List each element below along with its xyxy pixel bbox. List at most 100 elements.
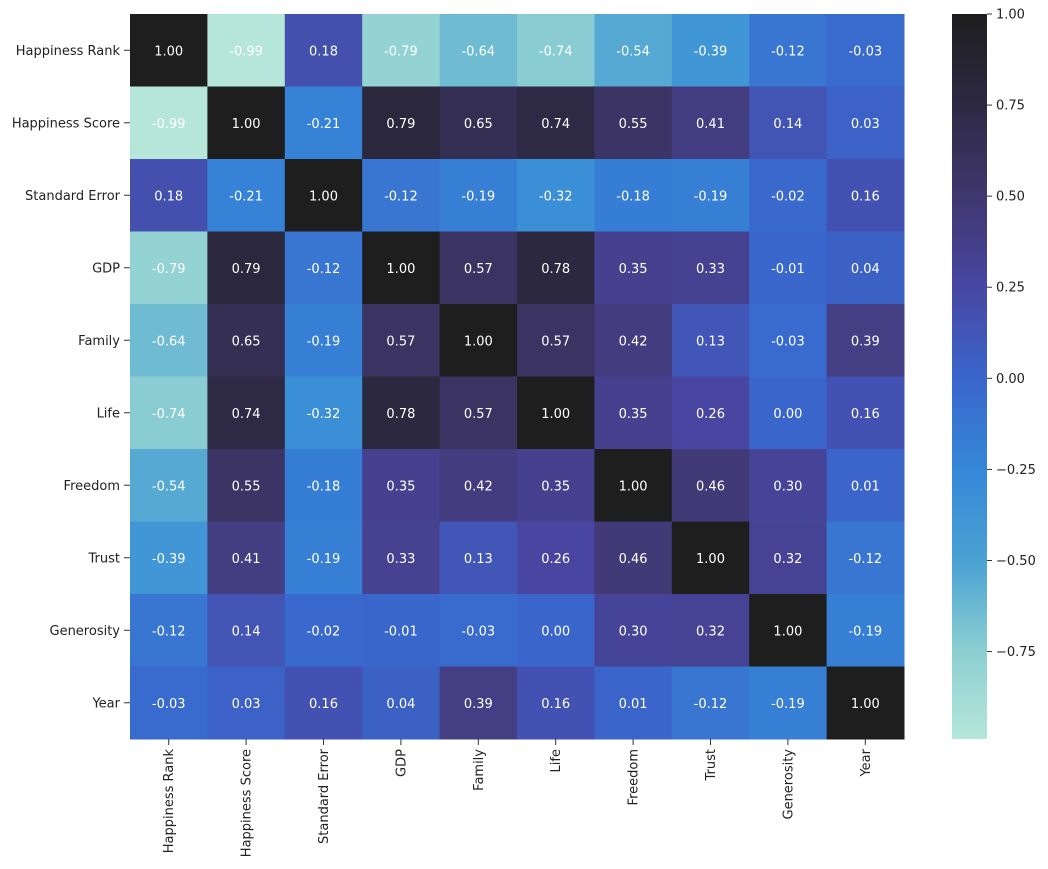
heatmap-cell <box>671 231 750 305</box>
cell-value-label: 0.57 <box>386 334 415 349</box>
heatmap-cell <box>594 304 673 377</box>
heatmap-cell <box>207 594 286 667</box>
row-tick-label: Life <box>97 406 120 421</box>
cell-value-label: 0.35 <box>386 479 415 494</box>
heatmap-cell <box>594 594 673 667</box>
heatmap-cell <box>517 521 595 595</box>
heatmap-cell <box>749 304 828 377</box>
cell-value-label: -0.74 <box>539 44 573 59</box>
heatmap-cell <box>284 14 363 87</box>
heatmap-cell <box>749 86 828 160</box>
cell-value-label: -0.54 <box>152 479 186 494</box>
cell-value-label: -0.39 <box>694 44 728 59</box>
heatmap-cell <box>594 666 673 740</box>
cell-value-label: -0.19 <box>848 624 882 639</box>
heatmap-cell <box>362 304 441 377</box>
heatmap-cell <box>594 449 673 522</box>
column-tick-label: GDP <box>394 749 409 777</box>
cell-value-label: 0.13 <box>464 552 493 567</box>
cell-value-label: 0.04 <box>851 262 880 277</box>
cell-value-label: 0.16 <box>309 697 338 712</box>
heatmap-cell <box>284 594 363 667</box>
cell-value-label: -0.02 <box>771 189 805 204</box>
heatmap-cells: 1.00 -0.99 0.18 -0.79 -0.64 -0.74 -0.54 -0.39 -0… <box>130 14 905 740</box>
cell-value-label: 1.00 <box>154 44 183 59</box>
cell-value-label: 1.00 <box>541 407 570 422</box>
colorbar-tick-label: −0.25 <box>996 463 1036 478</box>
cell-value-label: 0.03 <box>851 117 880 132</box>
colorbar-gradient <box>952 14 987 739</box>
heatmap-cell <box>826 86 905 160</box>
cell-value-label: 0.57 <box>464 262 493 277</box>
cell-value-label: 1.00 <box>619 479 648 494</box>
cell-value-label: 1.00 <box>696 552 725 567</box>
heatmap-cell <box>517 14 595 87</box>
cell-value-label: 0.55 <box>619 117 648 132</box>
heatmap-cell <box>362 594 441 667</box>
cell-value-label: -0.21 <box>307 117 341 132</box>
heatmap-cell <box>439 231 518 305</box>
cell-value-label: -0.19 <box>771 697 805 712</box>
heatmap-cell <box>749 159 828 232</box>
cell-value-label: 0.65 <box>232 334 261 349</box>
heatmap-cell <box>749 449 828 522</box>
heatmap-cell <box>517 594 595 667</box>
cell-value-label: 0.00 <box>773 407 802 422</box>
heatmap-cell <box>671 449 750 522</box>
heatmap-cell <box>439 449 518 522</box>
column-tick-label: Generosity <box>781 749 796 820</box>
heatmap-cell <box>130 376 208 450</box>
heatmap-cell <box>749 521 828 595</box>
cell-value-label: 0.16 <box>541 697 570 712</box>
cell-value-label: -0.64 <box>461 44 495 59</box>
heatmap-cell <box>207 449 286 522</box>
cell-value-label: 0.26 <box>696 407 725 422</box>
heatmap-cell <box>284 86 363 160</box>
heatmap-cell <box>439 521 518 595</box>
column-tick-label: Life <box>549 749 564 772</box>
colorbar-tick-label: 0.00 <box>996 372 1025 387</box>
heatmap-cell <box>130 594 208 667</box>
heatmap-cell <box>207 666 286 740</box>
heatmap-cell <box>671 86 750 160</box>
cell-value-label: -0.79 <box>152 262 186 277</box>
cell-value-label: 0.32 <box>696 624 725 639</box>
column-tick-label: Trust <box>704 749 719 781</box>
heatmap-cell <box>362 86 441 160</box>
cell-value-label: 0.33 <box>696 262 725 277</box>
heatmap-cell <box>517 231 595 305</box>
row-tick-label: Generosity <box>50 624 121 639</box>
heatmap-cell <box>749 666 828 740</box>
heatmap-cell <box>207 376 286 450</box>
cell-value-label: -0.32 <box>539 189 573 204</box>
heatmap-cell <box>517 666 595 740</box>
cell-value-label: -0.03 <box>771 334 805 349</box>
cell-value-label: 0.78 <box>386 407 415 422</box>
heatmap-cell <box>284 521 363 595</box>
cell-value-label: 0.57 <box>464 407 493 422</box>
heatmap-cell <box>284 376 363 450</box>
heatmap-cell <box>207 86 286 160</box>
column-tick-label: Happiness Rank <box>162 749 177 854</box>
cell-value-label: 0.41 <box>696 117 725 132</box>
cell-value-label: 0.42 <box>619 334 648 349</box>
cell-value-label: 0.14 <box>232 624 261 639</box>
heatmap-cell <box>594 376 673 450</box>
heatmap-cell <box>517 86 595 160</box>
row-tick-label: Family <box>78 334 120 349</box>
heatmap-cell <box>671 304 750 377</box>
heatmap-cell <box>130 449 208 522</box>
heatmap-cell <box>826 376 905 450</box>
cell-value-label: 0.39 <box>851 334 880 349</box>
cell-value-label: 1.00 <box>232 117 261 132</box>
cell-value-label: -0.19 <box>461 189 495 204</box>
cell-value-label: 0.01 <box>619 697 648 712</box>
cell-value-label: 0.14 <box>773 117 802 132</box>
cell-value-label: 0.00 <box>541 624 570 639</box>
cell-value-label: 0.18 <box>154 189 183 204</box>
cell-value-label: 0.41 <box>232 552 261 567</box>
row-tick-label: Trust <box>88 551 120 566</box>
cell-value-label: 0.18 <box>309 44 338 59</box>
heatmap-cell <box>671 521 750 595</box>
